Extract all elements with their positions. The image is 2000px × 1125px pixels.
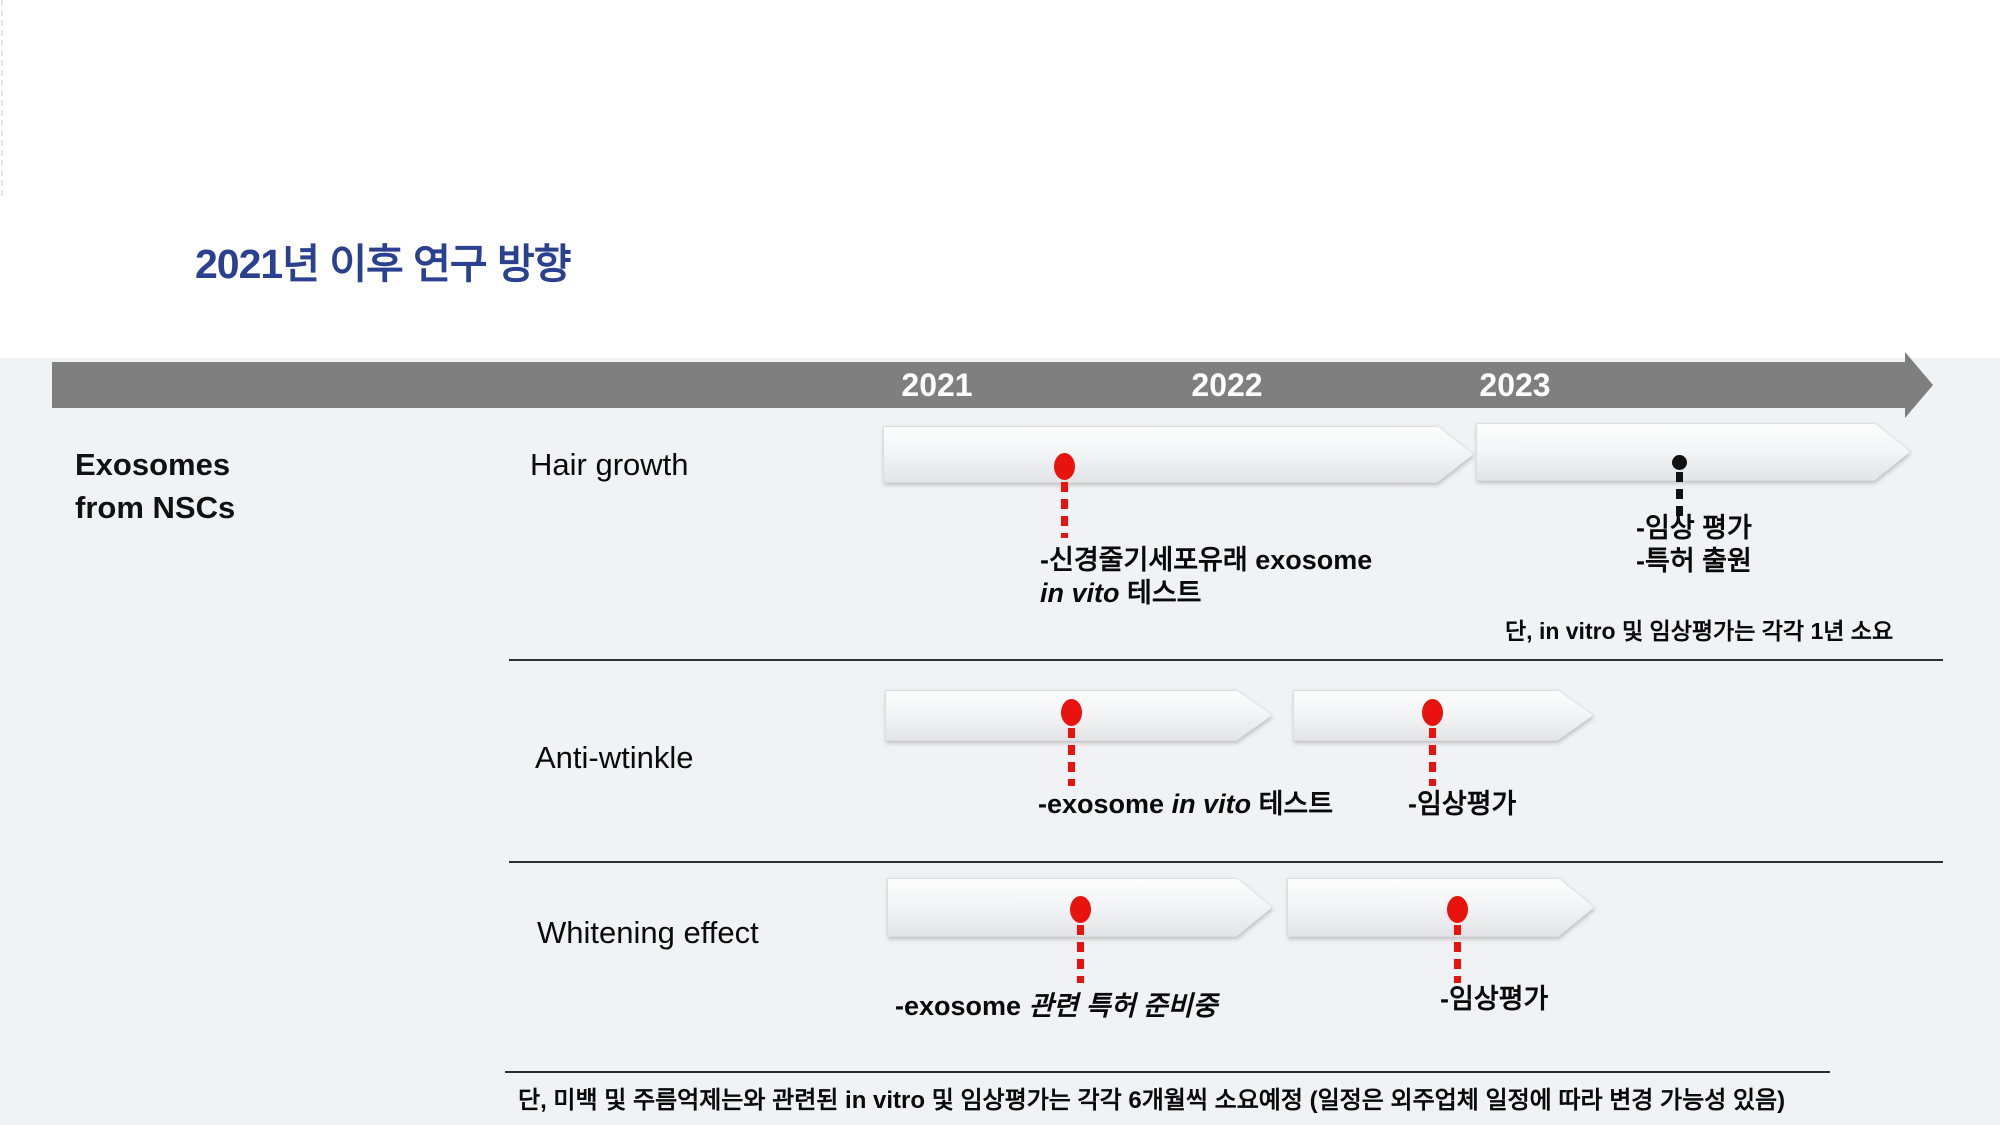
callout-line: in vito 테스트 (1040, 577, 1372, 610)
row-label-hair-growth: Hair growth (530, 447, 689, 482)
timeline-arrow-anti-wrinkle-2 (1293, 690, 1593, 741)
milestone-dashed-line (1429, 728, 1436, 786)
callout-whitening-patent: -exosome 관련 특허 준비중 (895, 990, 1217, 1023)
milestone-dashed-line (1068, 728, 1075, 786)
callout-hair-growth-clinical: -임상 평가 -특허 출원 (1636, 512, 1752, 578)
row-label-whitening-effect: Whitening effect (537, 915, 759, 950)
milestone-dot-red (1447, 896, 1468, 923)
year-label-2022: 2022 (1191, 367, 1263, 403)
year-label-2021: 2021 (901, 367, 973, 403)
callout-italic: in vito (1171, 789, 1252, 819)
footnote-divider (505, 1071, 1830, 1073)
milestone-dot-red (1061, 699, 1082, 726)
milestone-dot-red (1422, 699, 1443, 726)
row-divider (509, 659, 1943, 661)
milestone-dot-red (1070, 896, 1091, 923)
arrow-shape (1476, 423, 1910, 481)
footnote: 단, 미백 및 주름억제는와 관련된 in vitro 및 임상평가는 각각 6… (518, 1087, 1786, 1114)
page-title: 2021년 이후 연구 방향 (195, 241, 571, 287)
row-label-anti-wrinkle: Anti-wtinkle (535, 740, 694, 775)
callout-italic: 관련 특허 준비중 (1028, 991, 1218, 1021)
group-label-line1: Exosomes (75, 447, 231, 482)
arrow-shape (1287, 878, 1594, 937)
group-label-exosomes-from-nscs: Exosomes from NSCs (75, 443, 235, 529)
arrow-shape (883, 426, 1473, 483)
callout-tail: 테스트 (1119, 578, 1202, 608)
timeline-arrow-hair-growth-1 (883, 426, 1473, 483)
callout-line: -신경줄기세포유래 exosome (1040, 545, 1373, 575)
timeline-arrow-hair-growth-2 (1476, 423, 1910, 481)
group-label-line2: from NSCs (75, 490, 236, 525)
milestone-dot-black (1672, 455, 1687, 470)
milestone-dashed-line (1077, 925, 1084, 983)
arrow-shape (1293, 690, 1593, 741)
left-edge-artifact (1, 0, 3, 196)
callout-tail: 테스트 (1251, 789, 1334, 819)
callout-anti-wrinkle-test: -exosome in vito 테스트 (1038, 788, 1333, 821)
callout-line: -임상 평가 (1636, 513, 1752, 543)
callout-anti-wrinkle-clinical: -임상평가 (1408, 789, 1517, 819)
timeline-bar-arrowhead-icon (1905, 352, 1933, 418)
timeline-arrow-whitening-2 (1287, 878, 1594, 937)
callout-head: -exosome (895, 991, 1029, 1021)
content-background (0, 358, 2000, 1125)
callout-italic: in vito (1040, 578, 1120, 608)
milestone-dashed-line (1454, 925, 1461, 983)
callout-hair-growth-test: -신경줄기세포유래 exosome in vito 테스트 (1040, 544, 1372, 610)
milestone-dot-red (1054, 453, 1075, 480)
milestone-dashed-line (1676, 472, 1683, 522)
milestone-dashed-line (1061, 482, 1068, 538)
callout-head: -exosome (1038, 789, 1172, 819)
year-label-2023: 2023 (1479, 367, 1551, 403)
timeline-header-bar (52, 362, 1905, 408)
row-divider (509, 861, 1943, 863)
callout-whitening-clinical: -임상평가 (1440, 984, 1549, 1014)
callout-line: -특허 출원 (1636, 546, 1752, 576)
note-hair-growth-duration: 단, in vitro 및 임상평가는 각각 1년 소요 (1505, 618, 1894, 644)
